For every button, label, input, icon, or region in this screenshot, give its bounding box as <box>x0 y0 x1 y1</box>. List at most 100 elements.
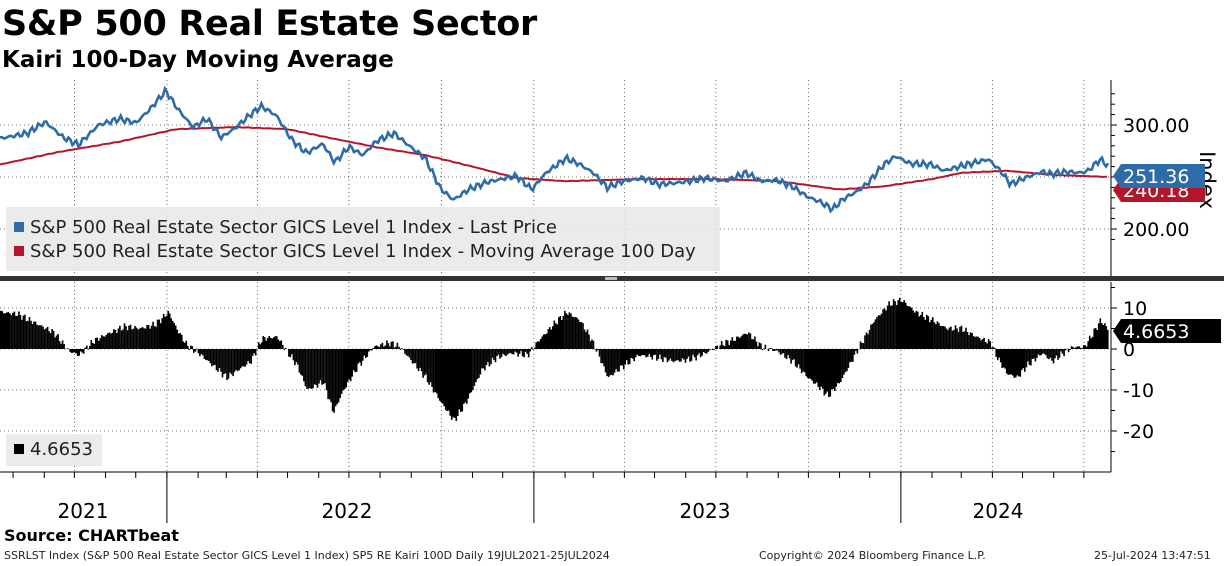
kairi-bar <box>574 317 577 349</box>
kairi-bar <box>514 349 516 352</box>
kairi-bar <box>1024 349 1026 372</box>
kairi-bar <box>876 316 878 349</box>
kairi-bar <box>458 349 461 410</box>
kairi-bar <box>288 349 290 357</box>
kairi-bar <box>698 349 700 354</box>
kairi-bar <box>212 349 215 366</box>
kairi-bar <box>544 334 546 349</box>
kairi-bar <box>758 342 761 349</box>
kairi-bar <box>355 349 358 372</box>
kairi-bar <box>1096 330 1098 349</box>
kairi-bar <box>891 305 893 349</box>
kairi-bar <box>476 349 479 380</box>
kairi-bar <box>450 349 453 420</box>
kairi-bar <box>75 349 77 354</box>
kairi-bar <box>466 349 468 404</box>
kairi-bar <box>859 341 862 349</box>
kairi-bar <box>185 340 188 349</box>
kairi-bar <box>895 305 898 349</box>
kairi-bar <box>562 316 565 349</box>
kairi-bar <box>797 349 800 365</box>
kairi-bar <box>259 344 261 349</box>
kairi-bar <box>788 349 791 359</box>
kairi-bar <box>125 326 127 349</box>
kairi-bar <box>282 344 284 349</box>
kairi-bar <box>539 339 542 349</box>
kairi-bar <box>1036 349 1038 358</box>
kairi-bar <box>809 349 812 379</box>
kairi-bar <box>787 349 789 356</box>
kairi-bar <box>959 326 961 349</box>
kairi-bar <box>226 349 228 381</box>
kairi-bar <box>90 340 93 349</box>
kairi-bar <box>107 333 109 349</box>
footer-copyright: Copyright© 2024 Bloomberg Finance L.P. <box>759 549 986 562</box>
kairi-bar <box>426 349 429 383</box>
kairi-bar <box>143 328 145 349</box>
kairi-bar <box>0 310 2 349</box>
kairi-bar <box>683 349 685 360</box>
kairi-bar <box>285 347 287 349</box>
kairi-bar <box>161 318 163 349</box>
kairi-bar <box>966 332 969 349</box>
kairi-bar <box>978 338 981 349</box>
kairi-bar <box>612 349 614 376</box>
kairi-bar <box>1090 338 1092 349</box>
kairi-bar <box>622 349 625 370</box>
kairi-bar <box>279 341 281 349</box>
kairi-bar <box>461 349 464 412</box>
kairi-bar <box>1057 349 1059 360</box>
kairi-bar <box>882 309 884 349</box>
kairi-bar <box>654 349 657 355</box>
kairi-bar <box>215 349 218 371</box>
kairi-bar <box>993 347 996 349</box>
kairi-bar <box>823 349 826 396</box>
kairi-bar <box>713 349 715 350</box>
kairi-bar <box>930 319 933 349</box>
kairi-bar <box>1097 323 1100 349</box>
kairi-bar <box>880 313 883 349</box>
kairi-bar <box>529 349 531 352</box>
kairi-bar <box>82 349 85 354</box>
kairi-bar <box>485 349 488 366</box>
kairi-bar <box>179 333 182 349</box>
kairi-bar <box>1075 347 1077 349</box>
kairi-bar <box>274 336 277 349</box>
moving-average-line <box>0 125 1108 191</box>
kairi-bar <box>705 349 708 354</box>
kairi-bar <box>740 336 743 349</box>
kairi-bar <box>401 348 403 349</box>
kairi-bar <box>416 349 418 369</box>
kairi-bar <box>422 349 424 378</box>
kairi-bar <box>1001 349 1003 368</box>
kairi-bar <box>119 325 121 349</box>
kairi-bar <box>749 333 752 349</box>
kairi-bar <box>785 349 788 360</box>
kairi-bar <box>730 340 732 349</box>
kairi-bar <box>781 349 783 354</box>
kairi-bar <box>847 349 850 368</box>
kairi-bar <box>99 338 102 349</box>
kairi-bar <box>438 349 441 401</box>
legend-item-kairi: 4.6653 <box>14 439 93 461</box>
kairi-bar <box>662 349 664 362</box>
kairi-bar <box>202 349 204 356</box>
kairi-bar <box>369 349 372 351</box>
kairi-bar <box>719 345 721 349</box>
kairi-bar <box>693 349 696 358</box>
kairi-bar <box>13 311 16 349</box>
kairi-bar <box>512 349 515 355</box>
kairi-bar <box>920 315 922 349</box>
kairi-bar <box>182 341 185 349</box>
kairi-bar <box>989 341 991 349</box>
kairi-bar <box>808 349 810 379</box>
kairi-bar <box>362 349 364 361</box>
kairi-bar <box>1018 349 1020 377</box>
kairi-bar <box>158 319 160 349</box>
kairi-bar <box>55 335 58 349</box>
kairi-bar <box>328 349 331 400</box>
kairi-bar <box>229 349 231 373</box>
kairi-bar <box>606 349 608 376</box>
kairi-bar <box>987 339 990 349</box>
kairi-bar <box>245 349 248 365</box>
